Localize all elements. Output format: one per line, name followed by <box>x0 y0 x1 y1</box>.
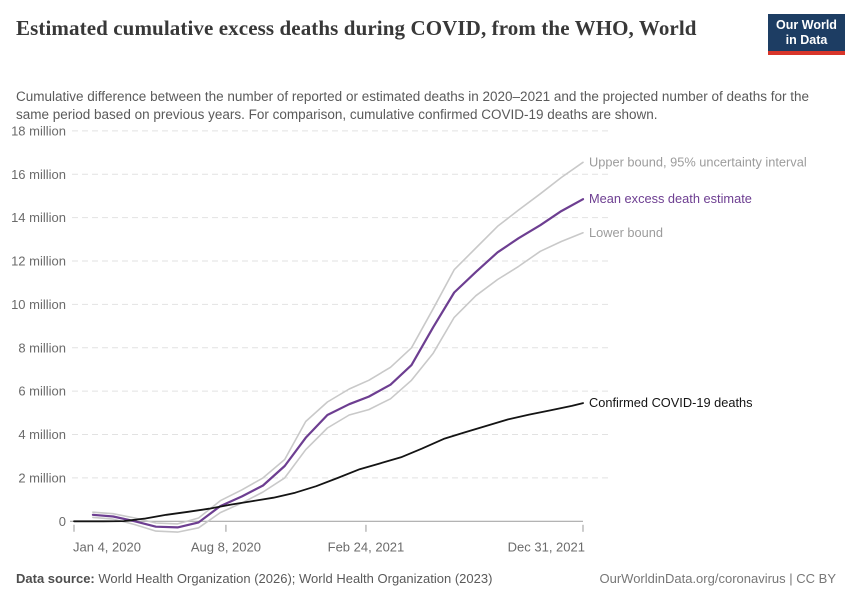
legend-label-confirmed-covid-19-deaths[interactable]: Confirmed COVID-19 deaths <box>589 395 753 410</box>
y-tick-label-18m: 18 million <box>11 123 66 138</box>
legend-label-upper-bound-95-uncertainty-interval[interactable]: Upper bound, 95% uncertainty interval <box>589 154 807 169</box>
owid-logo-line1: Our World <box>776 18 837 32</box>
chart-subtitle: Cumulative difference between the number… <box>16 89 810 122</box>
data-source-note: Data source: World Health Organization (… <box>16 571 492 586</box>
y-tick-label-14m: 14 million <box>11 210 66 225</box>
line-confirmed-covid-19-deaths[interactable] <box>73 402 584 523</box>
line-lower-bound[interactable] <box>92 232 584 533</box>
x-tick-label-jan-4-2020: Jan 4, 2020 <box>73 539 141 554</box>
owid-logo[interactable]: Our World in Data <box>768 14 845 55</box>
line-upper-bound-95-uncertainty-interval[interactable] <box>92 161 584 525</box>
y-tick-label-4m: 4 million <box>18 427 66 442</box>
owid-logo-line2: in Data <box>785 33 828 47</box>
chart-title: Estimated cumulative excess deaths durin… <box>16 16 697 40</box>
legend-label-lower-bound[interactable]: Lower bound <box>589 225 663 240</box>
legend-label-mean-excess-death-estimate[interactable]: Mean excess death estimate <box>589 191 752 206</box>
y-tick-label-12m: 12 million <box>11 254 66 269</box>
excess-deaths-line-chart: 0 2 million 4 million 6 million 8 million 10 … <box>11 123 807 554</box>
data-source-label: Data source: <box>16 571 95 586</box>
chart-footer: Data source: World Health Organization (… <box>16 571 836 586</box>
line-mean-excess-death-estimate[interactable] <box>91 198 585 529</box>
y-tick-label-2m: 2 million <box>18 470 66 485</box>
x-tick-label-dec-31-2021: Dec 31, 2021 <box>508 539 585 554</box>
owid-logo-box: Our World in Data <box>768 14 845 51</box>
y-tick-label-8m: 8 million <box>18 340 66 355</box>
attribution-link[interactable]: OurWorldinData.org/coronavirus | CC BY <box>599 571 836 586</box>
data-source-value: World Health Organization (2026); World … <box>94 571 493 586</box>
y-tick-label-6m: 6 million <box>18 384 66 399</box>
owid-logo-accent-bar <box>768 51 845 55</box>
y-tick-label-10m: 10 million <box>11 297 66 312</box>
x-tick-label-aug-8-2020: Aug 8, 2020 <box>191 539 261 554</box>
x-tick-label-feb-24-2021: Feb 24, 2021 <box>328 539 405 554</box>
y-tick-label-0m: 0 <box>59 514 66 529</box>
y-tick-label-16m: 16 million <box>11 167 66 182</box>
